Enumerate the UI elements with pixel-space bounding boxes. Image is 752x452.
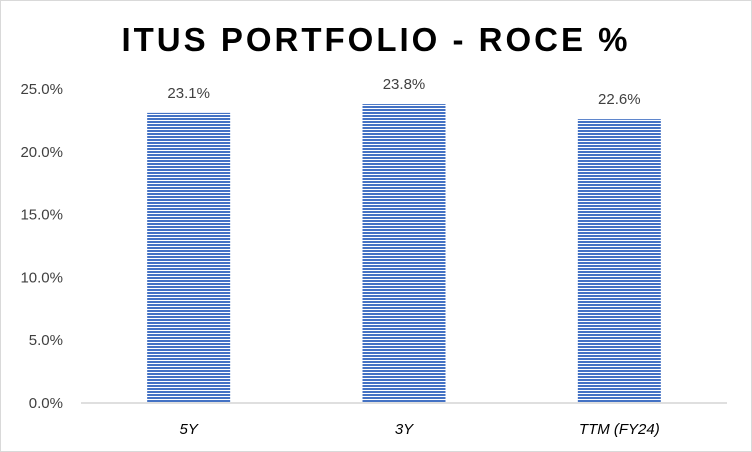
bar [577, 119, 661, 404]
bars: 23.1% 23.8% 22.6% [147, 76, 661, 404]
y-tick-label: 10.0% [20, 269, 63, 286]
bar [147, 112, 231, 403]
y-tick-label: 5.0% [29, 332, 63, 349]
data-label: 23.8% [383, 76, 426, 93]
bar [362, 104, 446, 404]
x-category-label: TTM (FY24) [579, 421, 660, 438]
y-tick-label: 15.0% [20, 207, 63, 224]
y-tick-label: 20.0% [20, 144, 63, 161]
data-label: 23.1% [167, 85, 210, 102]
chart-title: ITUS PORTFOLIO - ROCE % [121, 21, 631, 58]
x-category-label: 5Y [179, 421, 198, 438]
x-category-label: 3Y [395, 421, 414, 438]
y-axis: 0.0% 5.0% 10.0% 15.0% 20.0% 25.0% [20, 81, 63, 412]
y-tick-label: 0.0% [29, 395, 63, 412]
data-label: 22.6% [598, 91, 641, 108]
y-tick-label: 25.0% [20, 81, 63, 98]
x-axis: 5Y 3Y TTM (FY24) [81, 402, 727, 438]
